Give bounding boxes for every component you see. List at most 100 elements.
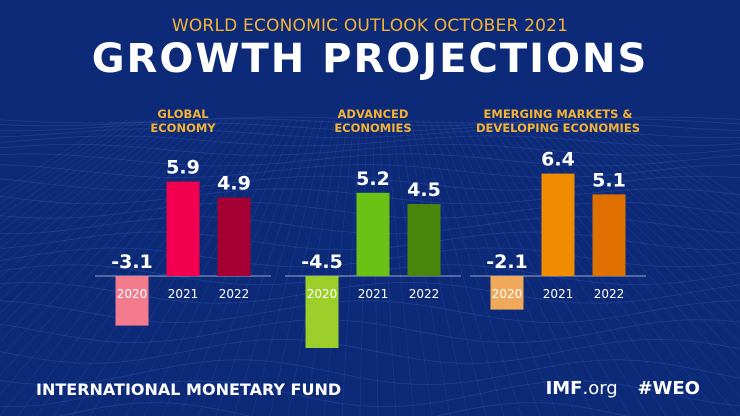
grid-line bbox=[435, 119, 559, 416]
grid-line bbox=[429, 119, 541, 416]
footer-links: IMF.org #WEO bbox=[546, 378, 700, 399]
value-label: -3.1 bbox=[111, 251, 153, 273]
grid-line bbox=[0, 119, 140, 218]
grid-line bbox=[0, 119, 166, 249]
site-bold: IMF bbox=[545, 378, 583, 399]
report-kicker: WORLD ECONOMIC OUTLOOK OCTOBER 2021 bbox=[171, 16, 569, 36]
grid-line bbox=[0, 119, 178, 268]
grid-line bbox=[593, 119, 740, 226]
grid-line bbox=[0, 118, 740, 127]
value-label: -2.1 bbox=[486, 251, 528, 273]
grid-line bbox=[53, 119, 260, 416]
panel-title-line: EMERGING MARKETS & bbox=[484, 107, 633, 121]
grid-line bbox=[0, 319, 740, 343]
grid-line bbox=[454, 119, 613, 416]
grid-line bbox=[479, 119, 685, 416]
value-label: -4.5 bbox=[301, 251, 343, 273]
grid-line bbox=[0, 119, 121, 198]
grid-line bbox=[197, 119, 311, 416]
chart-panel-3: EMERGING MARKETS &DEVELOPING ECONOMIES -2… bbox=[470, 107, 646, 310]
grid-line bbox=[0, 119, 216, 343]
value-label: 4.9 bbox=[217, 173, 251, 195]
grid-line bbox=[385, 119, 415, 416]
category-label: 2021 bbox=[543, 287, 574, 301]
panel-title-line: ECONOMIES bbox=[334, 121, 411, 135]
grid-line bbox=[0, 119, 222, 359]
grid-line bbox=[0, 119, 159, 241]
grid-line bbox=[612, 119, 740, 205]
grid-line bbox=[269, 119, 336, 416]
grid-line bbox=[530, 119, 740, 329]
grid-line bbox=[511, 119, 740, 379]
grid-line bbox=[448, 119, 595, 416]
category-label: 2020 bbox=[117, 287, 148, 301]
bar-2021 bbox=[356, 192, 390, 276]
grid-line bbox=[0, 128, 740, 139]
value-label: 5.9 bbox=[166, 157, 200, 179]
hashtag: #WEO bbox=[637, 378, 700, 399]
grid-line bbox=[542, 119, 740, 303]
grid-line bbox=[0, 380, 740, 408]
grid-line bbox=[523, 119, 740, 345]
grid-line bbox=[215, 119, 317, 416]
grid-line bbox=[0, 135, 740, 147]
category-label: 2022 bbox=[409, 287, 440, 301]
category-label: 2021 bbox=[168, 287, 199, 301]
panel-title-line: ECONOMY bbox=[150, 121, 216, 135]
grid-line bbox=[0, 119, 172, 258]
grid-line bbox=[0, 119, 210, 328]
bar-2021 bbox=[541, 173, 575, 276]
value-label: 5.1 bbox=[592, 169, 626, 191]
grid-line bbox=[0, 119, 229, 377]
grid-line bbox=[599, 119, 740, 218]
panel-title-line: DEVELOPING ECONOMIES bbox=[476, 121, 640, 135]
grid-line bbox=[0, 153, 740, 167]
grid-line bbox=[416, 119, 505, 416]
grid-line bbox=[341, 119, 361, 416]
grid-line bbox=[0, 119, 128, 204]
grid-line bbox=[0, 175, 740, 191]
category-label: 2022 bbox=[594, 287, 625, 301]
grid-line bbox=[0, 119, 134, 211]
category-label: 2021 bbox=[358, 287, 389, 301]
panel-title-line: GLOBAL bbox=[157, 107, 209, 121]
grid-line bbox=[410, 119, 487, 416]
grid-line bbox=[605, 119, 740, 212]
category-label: 2022 bbox=[219, 287, 250, 301]
grid-line bbox=[0, 119, 115, 192]
grid-line bbox=[251, 119, 330, 416]
bar-2020 bbox=[305, 276, 339, 348]
grid-line bbox=[17, 119, 248, 416]
grid-line bbox=[618, 119, 740, 199]
grid-line bbox=[125, 119, 285, 416]
bar-2021 bbox=[166, 181, 200, 276]
grid-line bbox=[0, 122, 740, 132]
grid-line bbox=[517, 119, 740, 361]
org-name: INTERNATIONAL MONETARY FUND bbox=[36, 380, 342, 399]
grid-line bbox=[0, 119, 185, 278]
grid-line bbox=[0, 119, 197, 301]
grid-line bbox=[422, 119, 523, 416]
grid-line bbox=[0, 119, 153, 232]
grid-line bbox=[0, 119, 147, 225]
grid-line bbox=[233, 119, 323, 416]
grid-line bbox=[0, 119, 191, 289]
value-label: 4.5 bbox=[407, 179, 441, 201]
grid-line bbox=[548, 119, 740, 291]
grid-line bbox=[287, 119, 342, 416]
grid-line bbox=[567, 119, 740, 259]
grid-line bbox=[323, 119, 355, 416]
grid-line bbox=[0, 338, 740, 364]
grid-line bbox=[0, 119, 241, 416]
bar-2020 bbox=[115, 276, 149, 326]
grid-line bbox=[35, 119, 254, 416]
grid-line bbox=[504, 119, 740, 398]
grid-line bbox=[0, 116, 740, 124]
page-title: GROWTH PROJECTIONS bbox=[91, 36, 649, 82]
grid-line bbox=[441, 119, 577, 416]
bar-2022 bbox=[592, 194, 626, 276]
grid-line bbox=[555, 119, 740, 279]
